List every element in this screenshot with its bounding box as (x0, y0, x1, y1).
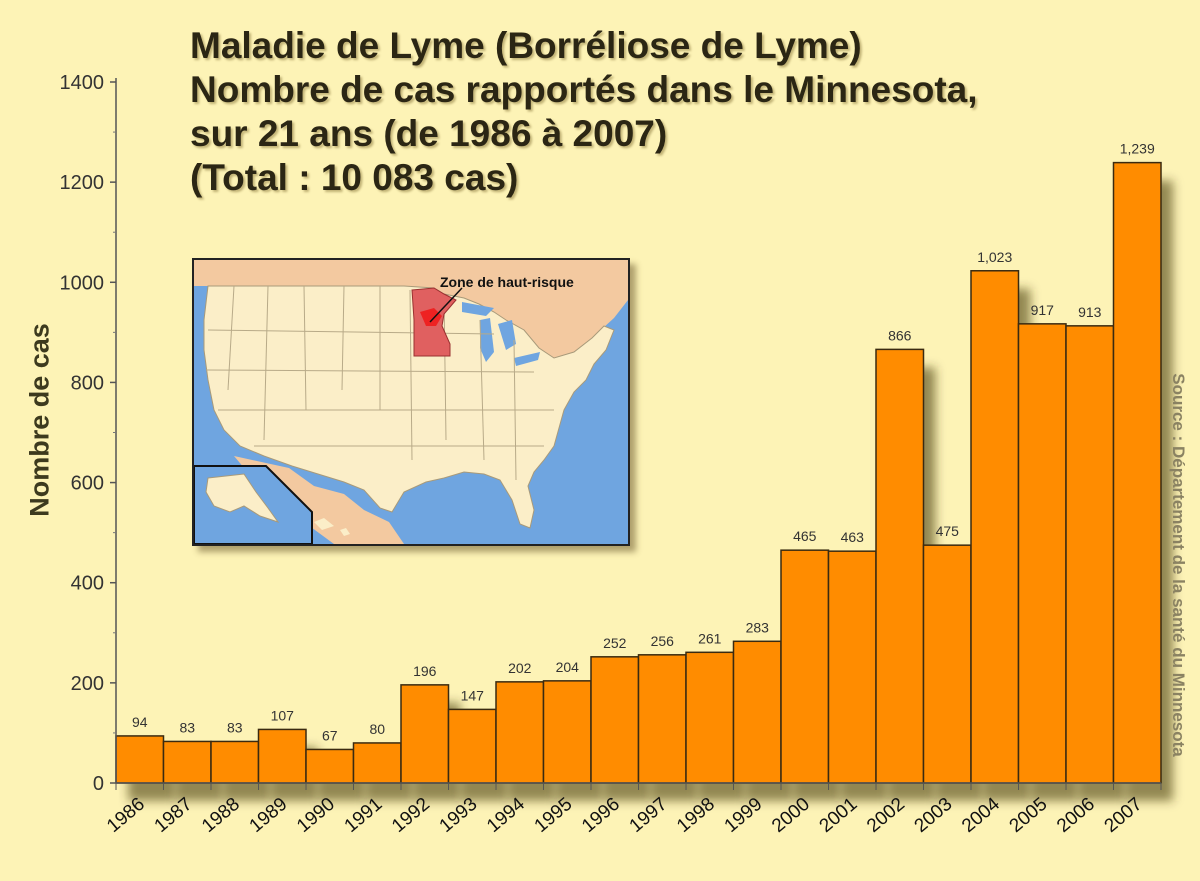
value-label: 256 (651, 633, 675, 649)
value-label: 107 (271, 707, 295, 723)
y-tick-label: 600 (71, 473, 104, 495)
value-label: 202 (508, 660, 532, 676)
bar-2002 (875, 348, 925, 784)
bar-1989 (257, 728, 307, 784)
us-map-image (194, 260, 628, 544)
y-tick-label: 400 (71, 573, 104, 595)
bar-1992 (400, 684, 450, 784)
source-note: Source : Département de la santé du Minn… (1169, 373, 1188, 757)
value-label: 475 (936, 523, 960, 539)
bar-1996 (590, 656, 640, 784)
value-label: 83 (227, 719, 243, 735)
bar-1997 (637, 654, 687, 784)
bar-2003 (922, 544, 972, 784)
title-line-4: (Total : 10 083 cas) (190, 157, 519, 198)
value-label: 917 (1031, 302, 1055, 318)
bar-1993 (447, 708, 497, 784)
bar-1999 (732, 640, 782, 784)
value-label: 1,023 (977, 249, 1012, 265)
value-label: 83 (179, 719, 195, 735)
value-label: 204 (556, 659, 580, 675)
value-label: 80 (369, 721, 385, 737)
bar-2005 (1017, 323, 1067, 784)
bar-1991 (352, 742, 402, 784)
us-map-inset: Zone de haut-risque (192, 258, 630, 546)
y-tick-label: 0 (93, 773, 104, 795)
value-label: 913 (1078, 304, 1102, 320)
title-line-3: sur 21 ans (de 1986 à 2007) (190, 113, 668, 154)
bar-2007 (1112, 161, 1162, 784)
y-axis-label: Nombre de cas (24, 323, 55, 517)
bar-1986 (115, 735, 165, 784)
bar-1990 (305, 748, 355, 784)
bar-1995 (542, 680, 592, 784)
chart-title: Maladie de Lyme (Borréliose de Lyme) Nom… (190, 24, 978, 200)
value-label: 94 (132, 714, 148, 730)
bar-1987 (162, 740, 212, 784)
value-label: 465 (793, 528, 817, 544)
value-label: 1,239 (1120, 141, 1155, 157)
bar-1988 (210, 740, 260, 784)
bar-2000 (780, 549, 830, 784)
y-tick-label: 800 (71, 372, 104, 394)
bar-2004 (970, 270, 1020, 784)
value-label: 261 (698, 630, 722, 646)
bar-1998 (685, 651, 735, 784)
bar-2001 (827, 550, 877, 784)
y-tick-label: 1400 (60, 72, 105, 94)
value-label: 67 (322, 727, 338, 743)
title-line-2: Nombre de cas rapportés dans le Minnesot… (190, 69, 978, 110)
value-label: 196 (413, 663, 437, 679)
value-label: 866 (888, 327, 912, 343)
y-tick-label: 200 (71, 673, 104, 695)
title-line-1: Maladie de Lyme (Borréliose de Lyme) (190, 25, 862, 66)
bar-2006 (1065, 325, 1115, 784)
value-label: 463 (841, 529, 865, 545)
high-risk-zone-label: Zone de haut-risque (440, 274, 574, 290)
value-label: 283 (746, 619, 770, 635)
value-label: 147 (461, 687, 485, 703)
value-label: 252 (603, 635, 627, 651)
y-tick-label: 1200 (60, 172, 105, 194)
bar-1994 (495, 681, 545, 784)
y-tick-label: 1000 (60, 272, 105, 294)
